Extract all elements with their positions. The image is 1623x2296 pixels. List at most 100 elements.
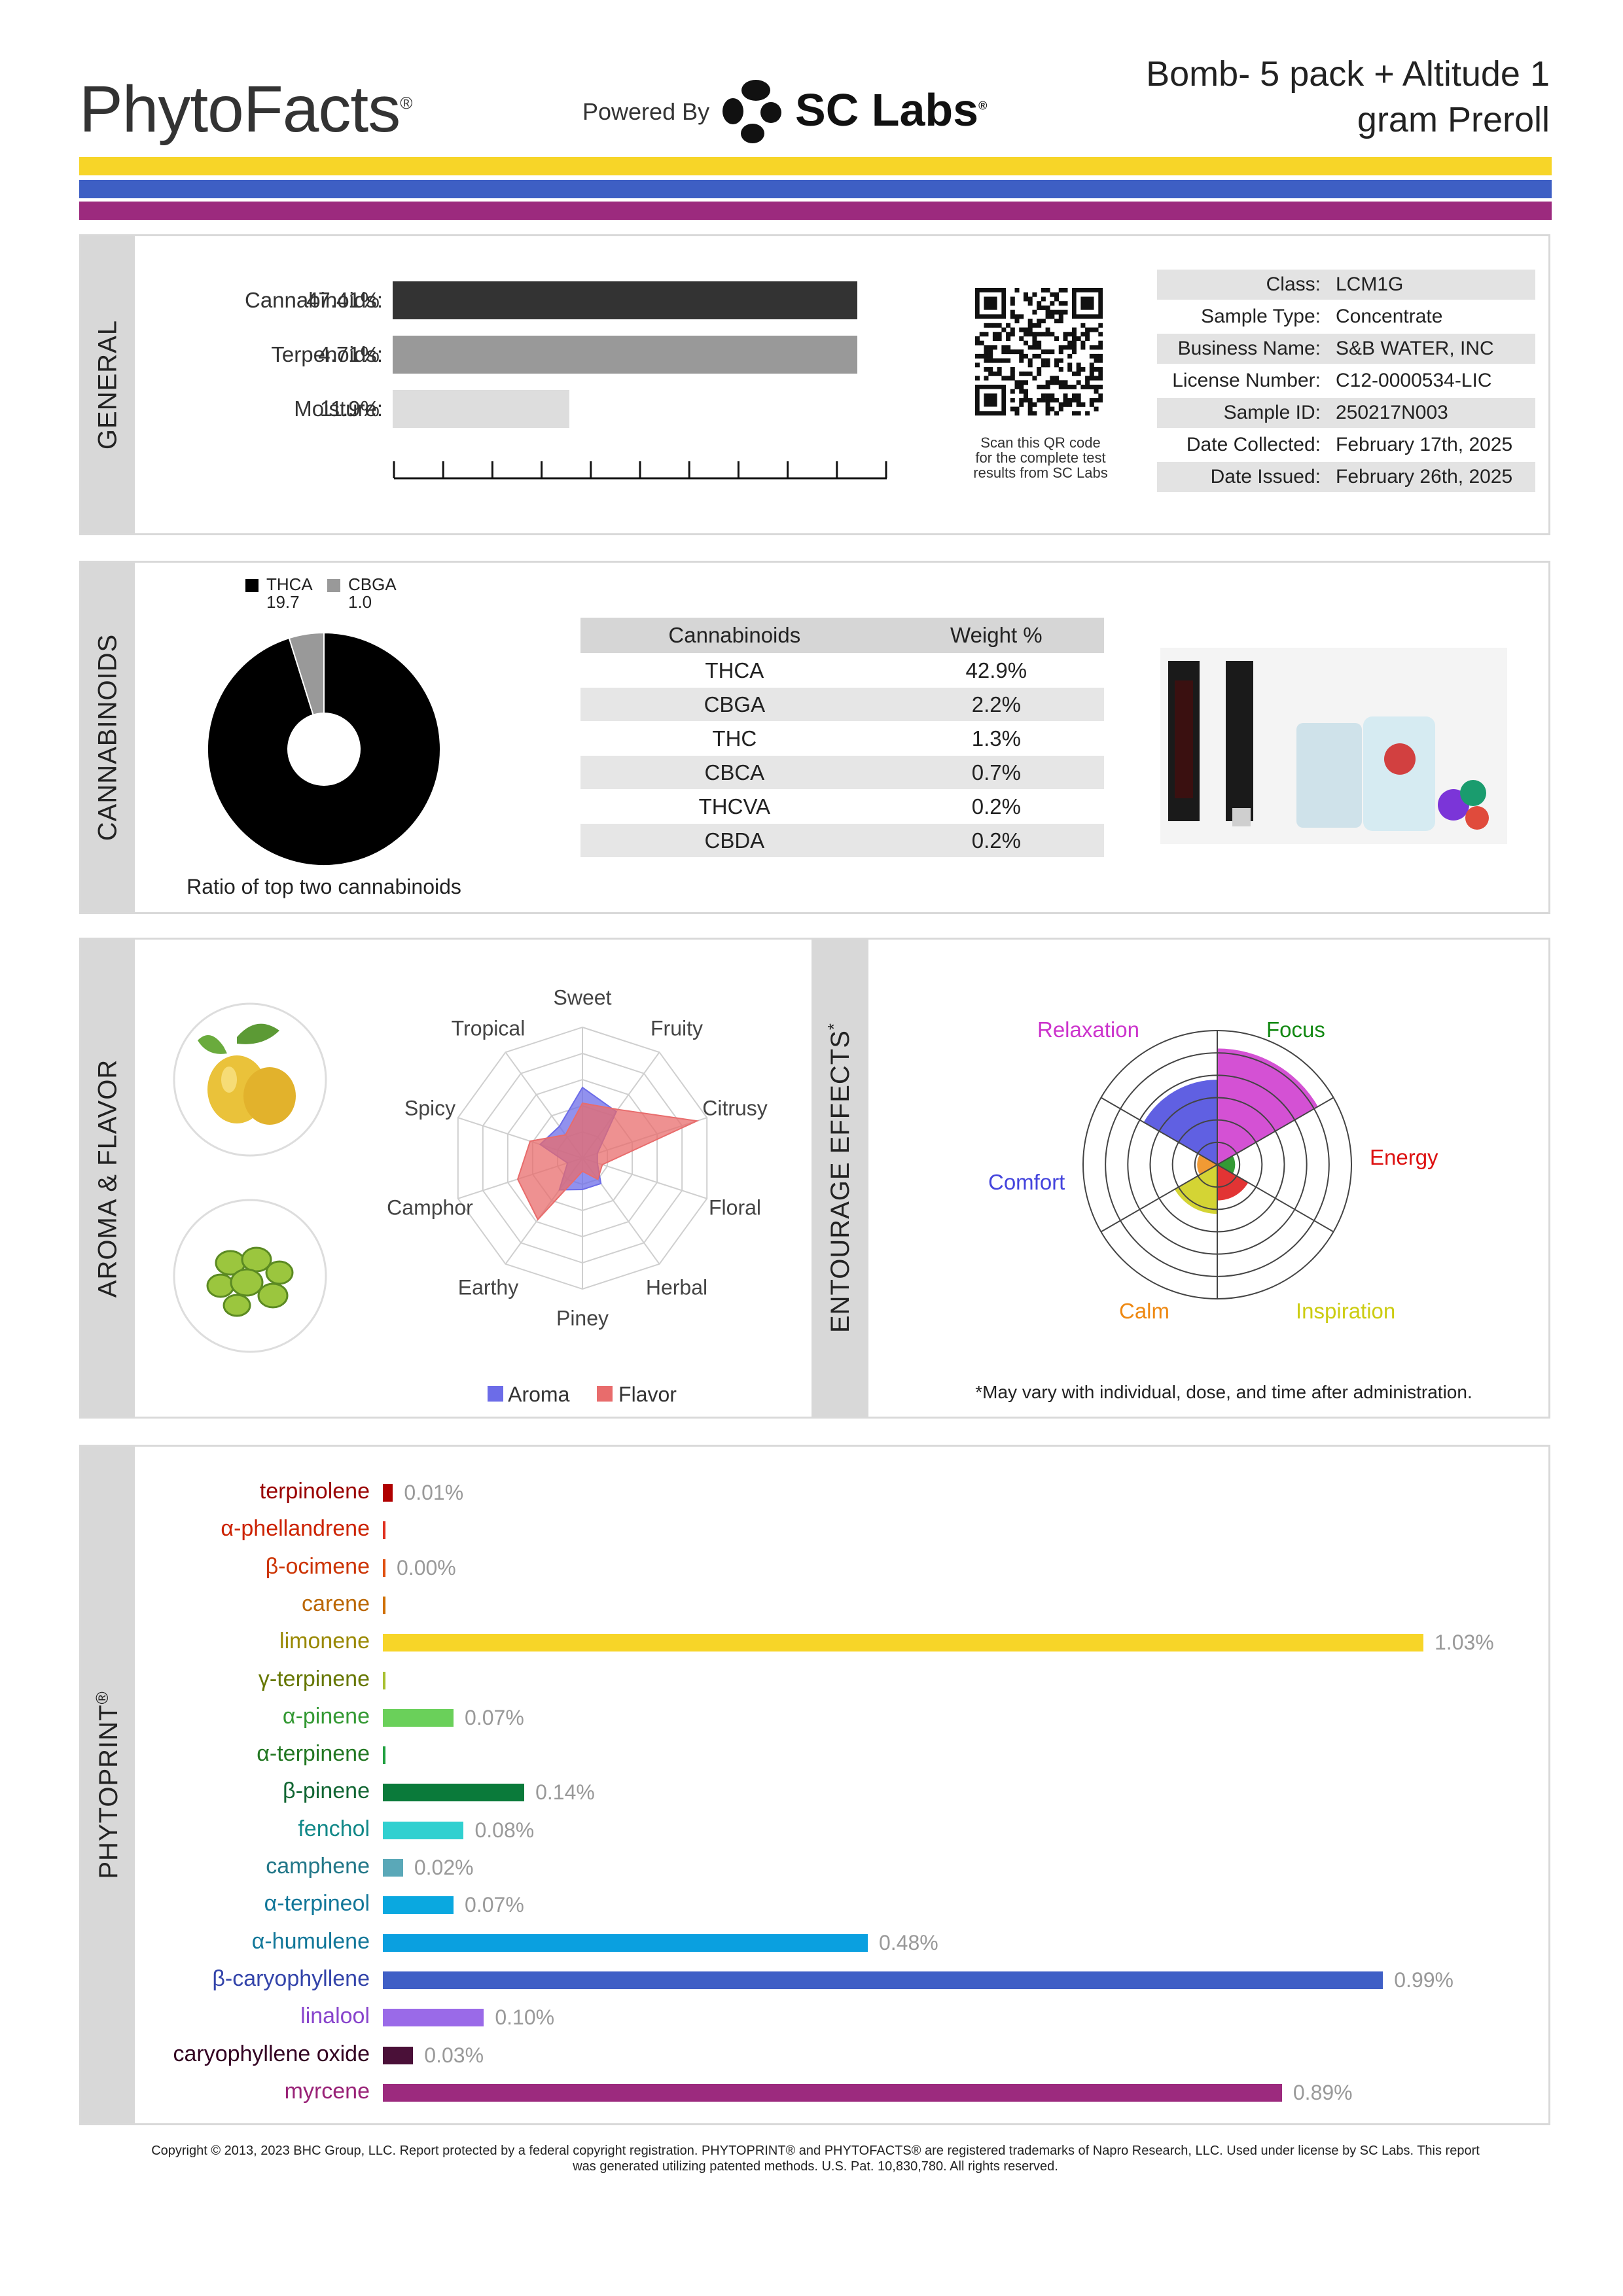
aroma-legend-swatch xyxy=(488,1386,503,1402)
phytoprint-side-tab: PHYTOPRINT® xyxy=(81,1447,135,2123)
effect-sector-energy xyxy=(1217,1165,1249,1201)
aroma-section-label: AROMA & FLAVOR xyxy=(93,1059,122,1298)
aroma-flavor-radar-chart xyxy=(457,1026,708,1290)
general-scale-axis xyxy=(393,461,887,480)
cannabinoid-name: THC xyxy=(580,721,889,756)
powered-by-label: Powered By xyxy=(582,98,710,125)
qr-caption: Scan this QR code for the complete test … xyxy=(973,434,1108,481)
info-key: Date Issued: xyxy=(1210,466,1321,487)
metric-value: 47.41% xyxy=(306,288,380,312)
terpene-value: 0.00% xyxy=(397,1555,456,1580)
terpene-bar xyxy=(383,1971,1383,1989)
terpene-bar xyxy=(383,1596,385,1614)
entourage-effects-chart xyxy=(1082,1030,1352,1299)
info-value: LCM1G xyxy=(1336,274,1404,295)
purple-stripe xyxy=(79,202,1552,220)
radar-axis-label: Floral xyxy=(708,1195,762,1220)
radar-legend: Aroma Flavor xyxy=(488,1383,677,1407)
radar-axis-label: Camphor xyxy=(387,1195,473,1220)
terpene-name: fenchol xyxy=(298,1816,370,1841)
flavor-legend-swatch xyxy=(597,1386,613,1402)
table-row: CBGA 2.2% xyxy=(580,687,1104,722)
terpene-name: camphene xyxy=(266,1854,370,1879)
metric-label: Cannabinoids: xyxy=(245,288,383,312)
terpene-bar xyxy=(383,1708,454,1727)
terpene-name: terpinolene xyxy=(259,1479,370,1504)
radar-axis-label: Fruity xyxy=(651,1016,703,1040)
info-value: February 26th, 2025 xyxy=(1336,466,1513,487)
cannabinoid-weight: 0.2% xyxy=(888,789,1104,824)
product-photo xyxy=(1160,648,1507,844)
cannabinoid-weight: 1.3% xyxy=(888,721,1104,756)
cannabinoid-weight: 2.2% xyxy=(888,687,1104,722)
effect-label-inspiration: Inspiration xyxy=(1296,1299,1396,1323)
terpene-value: 0.48% xyxy=(878,1930,938,1954)
info-row: License Number: C12-0000534-LIC xyxy=(1157,366,1535,396)
terpene-bar xyxy=(383,1634,1423,1652)
aroma-side-tab: AROMA & FLAVOR xyxy=(81,940,135,1417)
terpene-value: 0.02% xyxy=(414,1856,474,1879)
terpene-value: 0.07% xyxy=(465,1705,524,1729)
cannabinoid-weight: 42.9% xyxy=(888,653,1104,688)
sc-labs-wordmark: SC Labs® xyxy=(795,84,988,135)
terpene-bar xyxy=(383,2046,414,2064)
qr-code-icon[interactable] xyxy=(975,288,1103,415)
donut-hole xyxy=(287,713,361,786)
terpene-bar xyxy=(383,1746,385,1765)
terpene-bar xyxy=(383,1521,385,1540)
info-row: Sample ID: 250217N003 xyxy=(1157,398,1535,428)
terpene-value: 0.07% xyxy=(465,1893,524,1917)
terpene-name: linalool xyxy=(300,2004,370,2029)
terpene-name: myrcene xyxy=(284,2078,370,2104)
lemon-icon xyxy=(173,1002,327,1157)
table-row: THCA 42.9% xyxy=(580,653,1104,688)
terpene-bar xyxy=(383,1671,385,1689)
terpene-value: 0.08% xyxy=(474,1818,535,1842)
copyright-notice: Copyright © 2013, 2023 BHC Group, LLC. R… xyxy=(151,2144,1480,2174)
entourage-section-label: ENTOURAGE EFFECTS* xyxy=(823,1022,855,1333)
effect-sector-inspiration xyxy=(1174,1165,1217,1214)
blue-stripe xyxy=(79,180,1552,198)
general-side-tab: GENERAL xyxy=(81,236,135,533)
terpene-value: 0.99% xyxy=(1394,1968,1454,1992)
terpene-bar xyxy=(383,1821,464,1839)
cannabinoid-name: CBCA xyxy=(580,755,889,790)
effect-label-focus: Focus xyxy=(1266,1017,1325,1042)
cannabinoid-name: THCA xyxy=(580,653,889,688)
terpene-name: β-pinene xyxy=(283,1778,370,1804)
info-row: Business Name: S&B WATER, INC xyxy=(1157,334,1535,364)
terpene-bar xyxy=(383,1559,385,1577)
info-value: February 17th, 2025 xyxy=(1336,434,1513,455)
radar-axis-label: Herbal xyxy=(645,1275,708,1299)
cannabinoids-section-label: CANNABINOIDS xyxy=(93,633,122,841)
info-row: Date Collected: February 17th, 2025 xyxy=(1157,430,1535,460)
phytoprint-panel: PHYTOPRINT® xyxy=(79,1445,1550,2125)
terpene-name: α-terpineol xyxy=(264,1891,370,1916)
metric-value: 11.9% xyxy=(319,397,380,421)
terpene-bar xyxy=(383,1859,403,1877)
effect-label-energy: Energy xyxy=(1370,1145,1438,1169)
yellow-stripe xyxy=(79,157,1552,175)
info-key: Sample Type: xyxy=(1201,306,1321,327)
table-header-cannabinoids: Cannabinoids xyxy=(580,618,889,654)
info-value: Concentrate xyxy=(1336,306,1443,327)
terpene-name: α-terpinene xyxy=(257,1741,370,1767)
cannabinoid-name: CBDA xyxy=(580,823,889,857)
terpene-value: 0.03% xyxy=(424,2043,484,2067)
info-value: 250217N003 xyxy=(1336,402,1448,423)
cannabinoid-weight: 0.2% xyxy=(888,823,1104,857)
aroma-legend-label: Aroma xyxy=(508,1383,570,1406)
cannabinoid-donut-chart xyxy=(207,631,441,866)
metric-value: 4.71% xyxy=(318,342,380,366)
terpene-bar xyxy=(383,1484,393,1502)
table-row: THCVA 0.2% xyxy=(580,789,1104,824)
info-value: C12-0000534-LIC xyxy=(1336,370,1492,391)
metric-bar xyxy=(393,281,857,319)
terpene-bar xyxy=(383,2009,484,2027)
radar-axis-label: Sweet xyxy=(553,985,612,1010)
effect-sector-comfort xyxy=(1143,1080,1217,1165)
effect-sector-focus xyxy=(1217,1156,1236,1174)
terpene-value: 0.01% xyxy=(404,1481,464,1504)
entourage-side-tab xyxy=(812,940,868,1417)
product-title: Bomb- 5 pack + Altitude 1 gram Preroll xyxy=(1146,54,1550,139)
